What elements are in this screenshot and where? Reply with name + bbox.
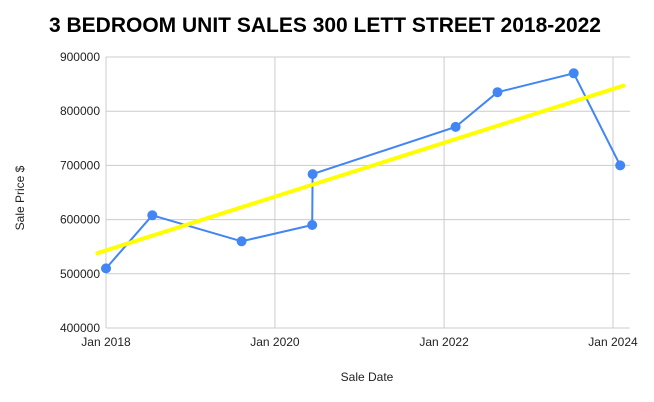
data-point xyxy=(568,68,579,79)
y-tick-label: 900000 xyxy=(60,50,100,64)
x-tick-label: Jan 2018 xyxy=(81,335,131,349)
data-point xyxy=(492,87,503,98)
x-axis-ticks: Jan 2018 Jan 2020 Jan 2022 Jan 2024 xyxy=(81,335,638,349)
data-point xyxy=(147,210,158,221)
trendline xyxy=(95,83,626,256)
data-point xyxy=(101,263,111,274)
chart-title: 3 BEDROOM UNIT SALES 300 LETT STREET 201… xyxy=(49,14,601,37)
y-tick-label: 500000 xyxy=(60,267,100,281)
y-tick-label: 800000 xyxy=(60,104,100,118)
data-point xyxy=(450,121,461,132)
y-axis-ticks: 400000 500000 600000 700000 800000 900000 xyxy=(60,50,100,335)
y-tick-label: 400000 xyxy=(60,321,100,335)
data-point xyxy=(307,220,318,230)
y-tick-label: 700000 xyxy=(60,158,100,172)
data-point xyxy=(615,160,626,171)
data-point xyxy=(236,236,247,247)
grid-lines xyxy=(105,56,630,329)
data-point xyxy=(307,169,318,180)
y-tick-label: 600000 xyxy=(60,213,100,227)
x-tick-label: Jan 2022 xyxy=(419,335,469,349)
series-line xyxy=(105,72,622,270)
x-tick-label: Jan 2020 xyxy=(250,335,300,349)
y-axis-label: Sale Price $ xyxy=(13,165,27,230)
x-axis-label: Sale Date xyxy=(341,370,394,384)
data-series xyxy=(95,68,626,274)
x-tick-label: Jan 2024 xyxy=(588,335,638,349)
